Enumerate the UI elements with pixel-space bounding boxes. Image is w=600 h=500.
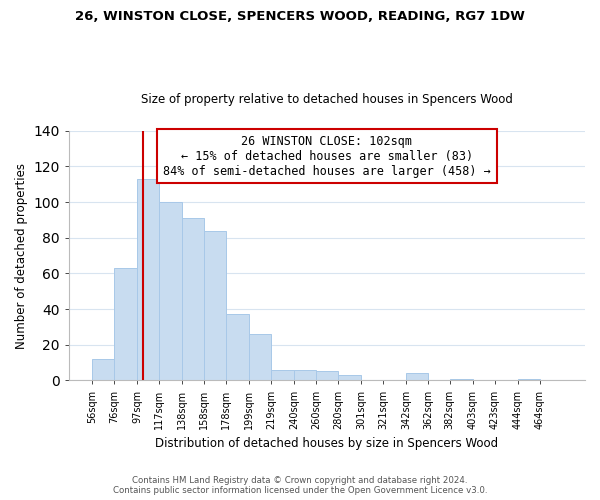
- Bar: [294, 370, 316, 380]
- Y-axis label: Number of detached properties: Number of detached properties: [15, 162, 28, 348]
- Bar: [338, 375, 361, 380]
- Bar: [204, 230, 226, 380]
- Bar: [115, 268, 137, 380]
- Bar: [450, 378, 473, 380]
- Bar: [226, 314, 249, 380]
- Bar: [137, 179, 159, 380]
- Text: 26, WINSTON CLOSE, SPENCERS WOOD, READING, RG7 1DW: 26, WINSTON CLOSE, SPENCERS WOOD, READIN…: [75, 10, 525, 23]
- Bar: [316, 372, 338, 380]
- Text: Contains HM Land Registry data © Crown copyright and database right 2024.
Contai: Contains HM Land Registry data © Crown c…: [113, 476, 487, 495]
- Bar: [271, 370, 294, 380]
- Bar: [92, 359, 115, 380]
- Bar: [406, 374, 428, 380]
- Bar: [182, 218, 204, 380]
- Bar: [249, 334, 271, 380]
- Title: Size of property relative to detached houses in Spencers Wood: Size of property relative to detached ho…: [141, 93, 513, 106]
- Text: 26 WINSTON CLOSE: 102sqm
← 15% of detached houses are smaller (83)
84% of semi-d: 26 WINSTON CLOSE: 102sqm ← 15% of detach…: [163, 134, 491, 178]
- Bar: [518, 378, 539, 380]
- Bar: [159, 202, 182, 380]
- X-axis label: Distribution of detached houses by size in Spencers Wood: Distribution of detached houses by size …: [155, 437, 499, 450]
